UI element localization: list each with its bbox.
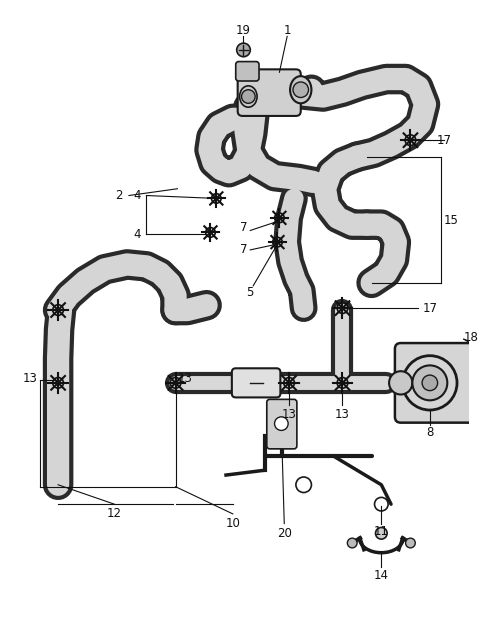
FancyBboxPatch shape xyxy=(395,343,480,422)
Circle shape xyxy=(296,477,312,492)
Circle shape xyxy=(375,527,387,539)
FancyBboxPatch shape xyxy=(267,399,297,449)
Text: 7: 7 xyxy=(240,221,247,234)
FancyBboxPatch shape xyxy=(232,368,280,397)
Ellipse shape xyxy=(240,86,257,107)
Circle shape xyxy=(237,43,250,57)
Text: 18: 18 xyxy=(464,331,479,344)
Text: 20: 20 xyxy=(277,527,292,540)
Text: 8: 8 xyxy=(426,426,433,439)
Text: 13: 13 xyxy=(335,408,350,421)
Text: 7: 7 xyxy=(240,243,247,256)
FancyBboxPatch shape xyxy=(238,69,301,116)
Ellipse shape xyxy=(290,76,312,104)
Circle shape xyxy=(422,375,438,391)
Circle shape xyxy=(406,538,415,548)
Text: 13: 13 xyxy=(23,371,37,384)
Text: 10: 10 xyxy=(226,517,240,530)
Text: 11: 11 xyxy=(374,525,389,538)
Text: 4: 4 xyxy=(133,228,141,241)
Text: 5: 5 xyxy=(247,286,254,299)
Text: 4: 4 xyxy=(133,189,141,202)
Text: 13: 13 xyxy=(282,408,297,421)
Text: 17: 17 xyxy=(422,301,437,314)
Circle shape xyxy=(374,497,388,511)
Circle shape xyxy=(348,538,357,548)
FancyBboxPatch shape xyxy=(236,62,259,81)
Text: 15: 15 xyxy=(444,214,459,227)
Circle shape xyxy=(293,82,309,97)
Circle shape xyxy=(412,366,447,401)
Text: 2: 2 xyxy=(116,189,123,202)
Text: 17: 17 xyxy=(437,134,452,147)
Circle shape xyxy=(241,90,255,104)
Circle shape xyxy=(389,371,412,394)
Circle shape xyxy=(275,417,288,431)
Text: 19: 19 xyxy=(236,24,251,37)
Text: 14: 14 xyxy=(374,568,389,582)
Text: 12: 12 xyxy=(107,507,122,520)
Text: 13: 13 xyxy=(178,371,192,384)
Text: 1: 1 xyxy=(283,24,291,37)
